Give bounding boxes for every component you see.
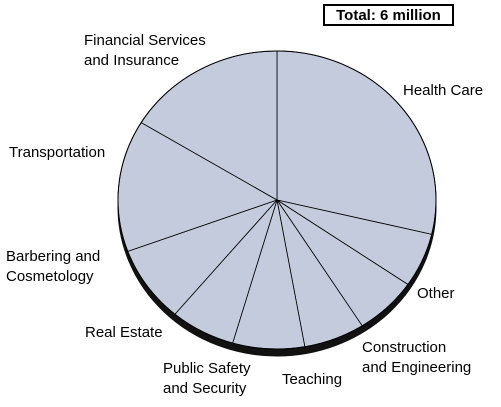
- slice-label-8-line-0: Financial Services: [84, 32, 206, 49]
- slice-label-8: Financial Services and Insurance: [84, 32, 206, 69]
- slice-label-6-line-1: Cosmetology: [6, 268, 94, 285]
- slice-label-1-line-0: Other: [417, 285, 455, 302]
- slice-label-4-line-0: Public Safety: [163, 360, 251, 377]
- slice-label-2: Construction and Engineering: [362, 339, 471, 376]
- slice-label-5: Real Estate: [85, 324, 163, 341]
- slice-label-0: Health Care: [403, 82, 483, 99]
- slice-label-7: Transportation: [9, 144, 105, 161]
- slice-label-6: Barbering and Cosmetology: [6, 248, 100, 285]
- slice-label-4-line-1: and Security: [163, 380, 247, 397]
- pie-outline: [117, 50, 437, 350]
- slice-label-6-line-0: Barbering and: [6, 248, 100, 265]
- total-label-box: Total: 6 million: [323, 4, 454, 26]
- slice-label-0-line-0: Health Care: [403, 82, 483, 99]
- slice-label-3-line-0: Teaching: [282, 371, 342, 388]
- slice-label-4: Public Safety and Security: [163, 360, 251, 397]
- slice-label-1: Other: [417, 285, 455, 302]
- total-label: Total: 6 million: [336, 6, 441, 24]
- slice-label-7-line-0: Transportation: [9, 144, 105, 161]
- slice-label-5-line-0: Real Estate: [85, 324, 163, 341]
- slice-label-2-line-1: and Engineering: [362, 359, 471, 376]
- slice-label-2-line-0: Construction: [362, 339, 446, 356]
- slice-label-3: Teaching: [282, 371, 342, 388]
- slice-label-8-line-1: and Insurance: [84, 52, 179, 69]
